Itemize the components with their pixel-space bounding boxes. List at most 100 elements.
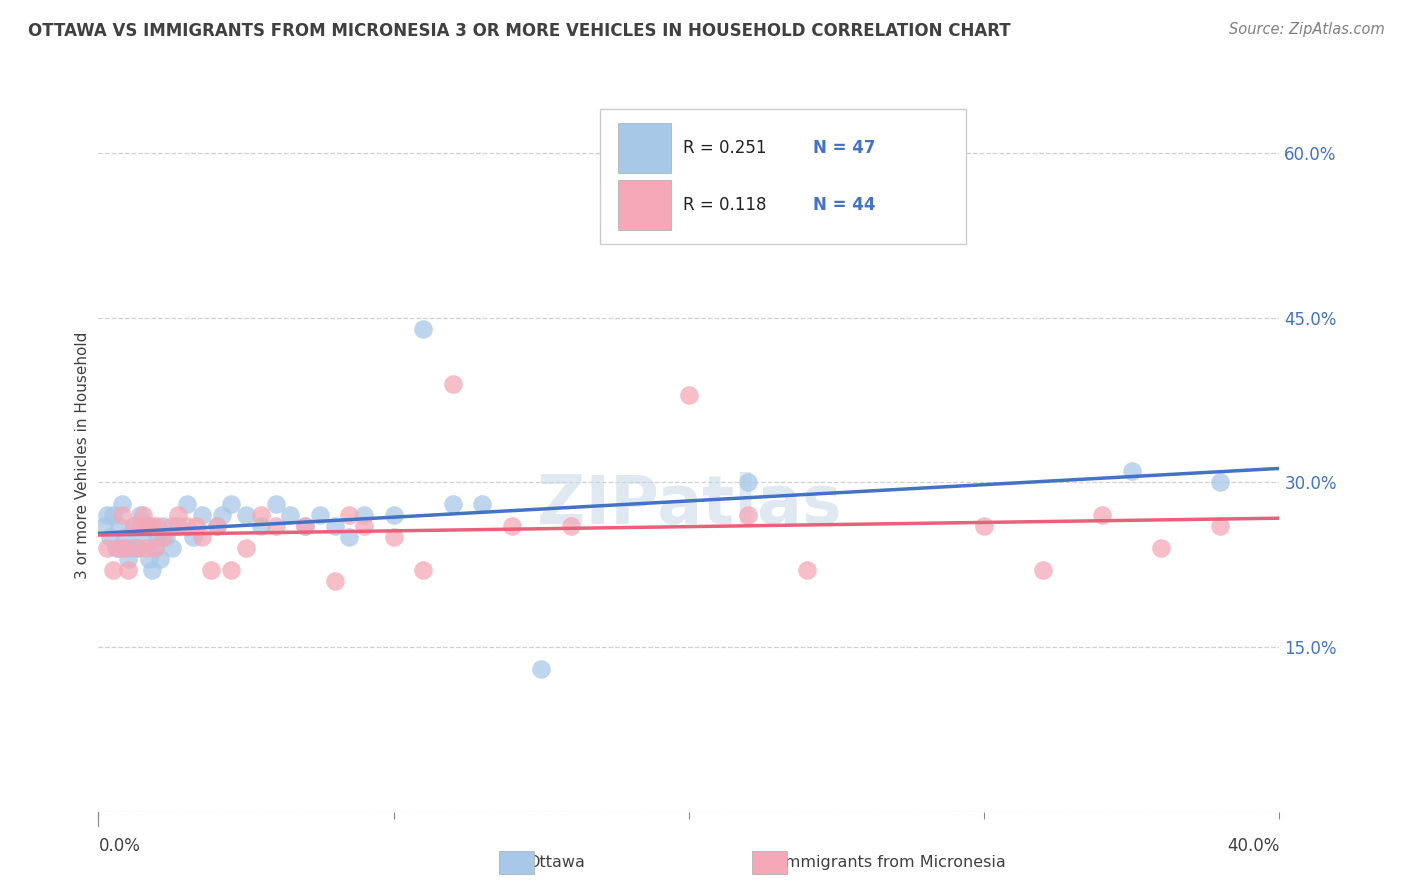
Point	[278, 508, 302, 523]
Point	[1032, 563, 1054, 577]
Point	[114, 541, 136, 556]
Point	[125, 541, 148, 556]
Point	[309, 508, 332, 523]
Point	[105, 541, 128, 556]
Point	[108, 519, 131, 533]
Point	[235, 541, 257, 556]
Point	[149, 552, 172, 566]
Text: R = 0.118: R = 0.118	[683, 196, 766, 214]
Point	[128, 508, 150, 523]
Point	[441, 376, 464, 391]
Point	[219, 497, 242, 511]
Point	[678, 387, 700, 401]
Text: Source: ZipAtlas.com: Source: ZipAtlas.com	[1229, 22, 1385, 37]
Point	[1091, 508, 1114, 523]
Point	[181, 530, 204, 544]
Point	[138, 552, 160, 566]
Point	[96, 508, 118, 523]
Point	[146, 530, 169, 544]
Point	[1209, 475, 1232, 490]
Text: ZIPatlas: ZIPatlas	[537, 472, 841, 538]
Point	[155, 530, 177, 544]
Point	[441, 497, 464, 511]
Point	[117, 563, 139, 577]
Point	[162, 519, 183, 533]
Text: N = 47: N = 47	[813, 139, 876, 157]
Point	[111, 508, 134, 523]
Point	[96, 541, 118, 556]
Point	[120, 541, 142, 556]
Point	[235, 508, 257, 523]
Point	[141, 519, 163, 533]
Point	[560, 519, 582, 533]
Point	[471, 497, 494, 511]
Text: 0.0%: 0.0%	[98, 837, 141, 855]
Point	[211, 508, 233, 523]
Point	[138, 519, 160, 533]
Point	[141, 563, 163, 577]
Point	[205, 519, 228, 533]
Point	[250, 519, 273, 533]
Point	[114, 530, 136, 544]
Point	[167, 519, 190, 533]
Point	[1121, 464, 1143, 478]
Point	[111, 497, 134, 511]
FancyBboxPatch shape	[619, 123, 671, 173]
Point	[294, 519, 316, 533]
Point	[796, 563, 818, 577]
Point	[501, 519, 523, 533]
Point	[176, 497, 198, 511]
Point	[264, 519, 287, 533]
Point	[339, 508, 360, 523]
Point	[162, 541, 183, 556]
Point	[146, 519, 169, 533]
Point	[323, 519, 346, 533]
Y-axis label: 3 or more Vehicles in Household: 3 or more Vehicles in Household	[75, 331, 90, 579]
Point	[108, 541, 131, 556]
Point	[122, 519, 145, 533]
Point	[143, 541, 166, 556]
Point	[93, 519, 115, 533]
Point	[98, 530, 121, 544]
Text: 40.0%: 40.0%	[1227, 837, 1279, 855]
Point	[412, 321, 434, 335]
Point	[191, 508, 214, 523]
FancyBboxPatch shape	[619, 180, 671, 230]
Point	[294, 519, 316, 533]
Point	[176, 519, 198, 533]
Text: OTTAWA VS IMMIGRANTS FROM MICRONESIA 3 OR MORE VEHICLES IN HOUSEHOLD CORRELATION: OTTAWA VS IMMIGRANTS FROM MICRONESIA 3 O…	[28, 22, 1011, 40]
Point	[353, 519, 375, 533]
Point	[205, 519, 228, 533]
Point	[737, 475, 759, 490]
Point	[103, 508, 125, 523]
Point	[973, 519, 995, 533]
Point	[152, 519, 174, 533]
Point	[191, 530, 214, 544]
Point	[117, 552, 139, 566]
Point	[412, 563, 434, 577]
Point	[125, 541, 148, 556]
Point	[339, 530, 360, 544]
Point	[152, 530, 174, 544]
Point	[132, 508, 155, 523]
Point	[382, 530, 405, 544]
FancyBboxPatch shape	[600, 109, 966, 244]
Point	[167, 508, 190, 523]
Point	[737, 508, 759, 523]
Point	[143, 541, 166, 556]
Point	[530, 662, 553, 676]
Text: Ottawa: Ottawa	[527, 855, 585, 870]
Point	[264, 497, 287, 511]
Point	[184, 519, 207, 533]
Point	[103, 563, 125, 577]
Point	[382, 508, 405, 523]
Point	[135, 541, 157, 556]
Point	[1150, 541, 1173, 556]
Point	[250, 508, 273, 523]
Point	[323, 574, 346, 589]
Point	[135, 519, 157, 533]
Text: Immigrants from Micronesia: Immigrants from Micronesia	[780, 855, 1007, 870]
Point	[1209, 519, 1232, 533]
Point	[122, 519, 145, 533]
Point	[219, 563, 242, 577]
